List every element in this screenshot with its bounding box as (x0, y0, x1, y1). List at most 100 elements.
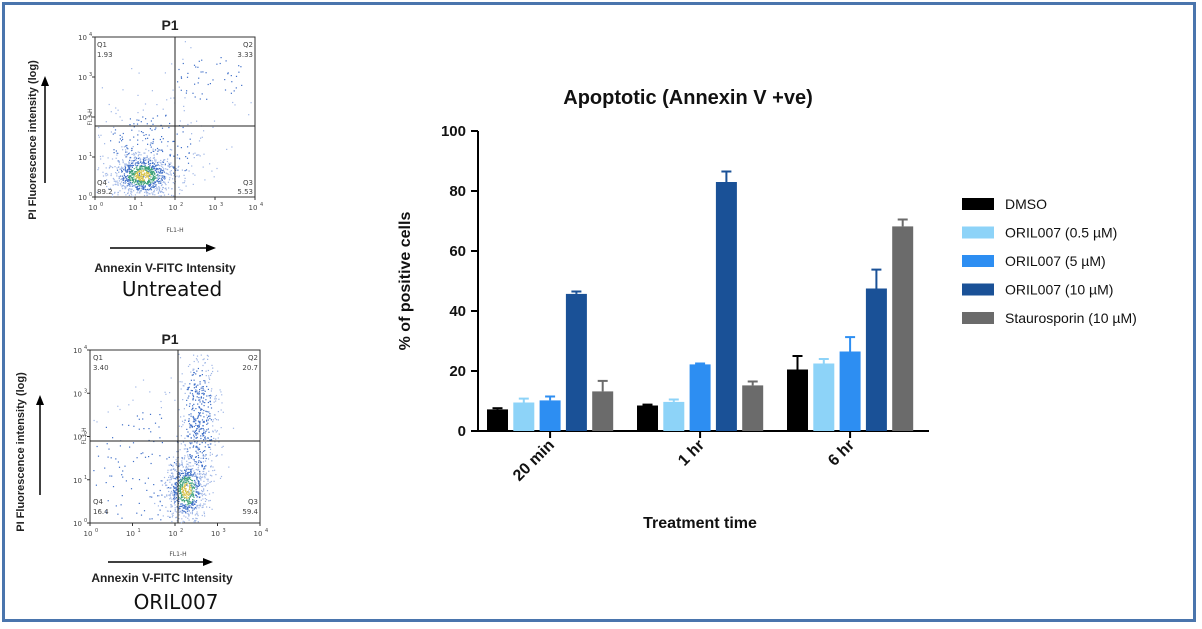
flow-event-dot (197, 521, 199, 523)
bar (839, 351, 861, 431)
flow-event-dot (147, 143, 149, 145)
flow-event-dot (205, 410, 207, 412)
flow-event-dot (114, 132, 116, 134)
quadrant-q3-value: 59.4 (242, 508, 258, 516)
flow-event-dot (205, 494, 207, 496)
flow-event-dot (209, 506, 211, 508)
flow-event-dot (135, 165, 137, 167)
flow-event-dot (195, 489, 197, 491)
flow-event-dot (169, 165, 172, 168)
flow-event-dot (179, 158, 181, 160)
flow-event-dot (143, 186, 145, 188)
flow-event-dot (193, 384, 195, 386)
flow-event-dot (181, 479, 183, 481)
flow-event-dot (118, 160, 120, 162)
flow-event-dot (134, 194, 136, 196)
flow-event-dot (219, 477, 222, 479)
flow-event-dot (124, 176, 126, 178)
flow-event-dot (188, 462, 190, 464)
flow-event-dot (187, 431, 189, 433)
flow-event-dot (142, 160, 145, 163)
flow-event-dot (156, 164, 158, 166)
flow-event-dot (155, 185, 157, 187)
flow-event-dot (174, 482, 176, 484)
flow-event-dot (196, 154, 198, 156)
flow-event-dot (179, 449, 181, 451)
flow-event-dot (134, 176, 136, 178)
flow-event-dot (124, 188, 126, 190)
flow-event-dot (192, 480, 194, 482)
flow-event-dot (110, 173, 112, 175)
flow-event-dot (136, 172, 138, 174)
flow-event-dot (204, 466, 206, 468)
flow-event-dot (188, 491, 190, 493)
flow-event-dot (209, 400, 211, 403)
flow-event-dot (176, 157, 178, 159)
flow-event-dot (107, 411, 109, 413)
flow-event-dot (170, 487, 172, 489)
flow-event-dot (189, 494, 192, 496)
flow-event-dot (190, 469, 192, 471)
flow-event-dot (144, 172, 146, 174)
flow-event-dot (183, 506, 185, 508)
flow-event-dot (187, 472, 189, 474)
flow-event-dot (178, 511, 180, 513)
flow-event-dot (118, 171, 120, 173)
flow-event-dot (193, 459, 195, 461)
flow-event-dot (138, 153, 140, 156)
flow-x-axis-label: Annexin V-FITC Intensity (94, 261, 236, 275)
flow-event-dot (162, 161, 164, 163)
flow-event-dot (144, 185, 146, 187)
flow-event-dot (122, 179, 124, 182)
flow-event-dot (130, 182, 132, 184)
flow-scatter-events (93, 353, 235, 524)
flow-event-dot (222, 445, 224, 447)
flow-event-dot (161, 184, 163, 186)
flow-event-dot (146, 183, 148, 185)
flow-x-param-label: FL1-H (166, 227, 183, 234)
flow-event-dot (140, 166, 143, 168)
flow-event-dot (150, 173, 152, 175)
flow-event-dot (193, 445, 195, 447)
flow-x-tick-base: 10 (129, 204, 138, 212)
flow-event-dot (148, 456, 150, 458)
flow-event-dot (102, 175, 105, 177)
flow-event-dot (188, 492, 190, 494)
flow-event-dot (142, 185, 144, 187)
flow-event-dot (196, 476, 198, 478)
flow-event-dot (195, 373, 197, 375)
flow-event-dot (199, 401, 201, 403)
flow-event-dot (163, 178, 166, 180)
flow-y-tick-base: 10 (78, 114, 87, 122)
flow-event-dot (186, 482, 188, 484)
flow-event-dot (193, 360, 195, 363)
flow-event-dot (187, 397, 189, 399)
flow-event-dot (197, 420, 200, 422)
flow-event-dot (179, 469, 181, 471)
flow-event-dot (198, 77, 200, 79)
flow-event-dot (189, 403, 191, 405)
flow-event-dot (185, 484, 187, 486)
flow-event-dot (178, 157, 181, 159)
flow-event-dot (127, 178, 129, 181)
flow-event-dot (146, 489, 148, 491)
flow-event-dot (153, 150, 155, 152)
flow-event-dot (173, 175, 175, 177)
flow-event-dot (113, 180, 115, 182)
flow-event-dot (171, 63, 173, 65)
flow-event-dot (132, 478, 134, 480)
flow-event-dot (115, 157, 117, 159)
flow-event-dot (107, 157, 109, 159)
flow-event-dot (124, 169, 126, 171)
flow-event-dot (195, 500, 197, 503)
x-ticks: 20 min 1 hr 6 hr (510, 431, 858, 485)
flow-event-dot (190, 482, 192, 484)
flow-event-dot (204, 485, 206, 487)
flow-event-dot (153, 154, 155, 156)
flow-event-dot (166, 168, 168, 171)
flow-event-dot (181, 490, 183, 492)
flow-event-dot (216, 63, 218, 65)
flow-event-dot (105, 121, 107, 123)
flow-event-dot (201, 374, 203, 376)
flow-event-dot (160, 182, 162, 184)
